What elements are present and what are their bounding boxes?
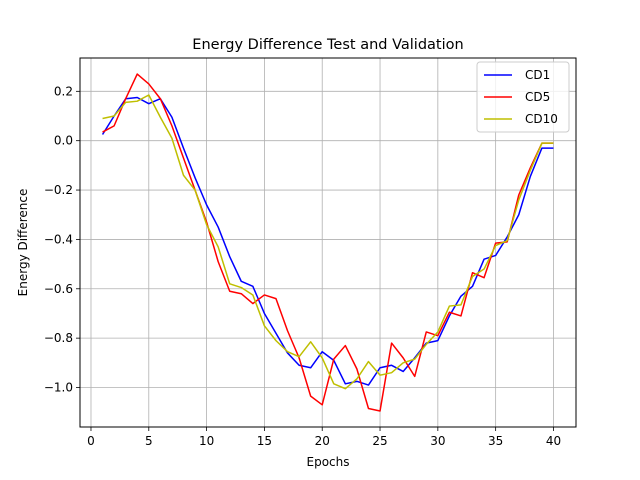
y-axis-title: Energy Difference (16, 189, 30, 297)
x-tick-label: 20 (315, 434, 330, 448)
axis-ticks: 0 5 10 15 20 25 30 35 40 −1.0 −0.8 −0.6 −0.4 −0.2 0.0 0… (44, 84, 561, 448)
x-tick-label: 0 (87, 434, 95, 448)
y-tick-label: −1.0 (44, 381, 73, 395)
legend-label: CD5 (525, 90, 550, 104)
y-tick-label: −0.2 (44, 183, 73, 197)
legend-label: CD10 (525, 112, 558, 126)
x-tick-label: 10 (199, 434, 214, 448)
y-tick-label: −0.8 (44, 331, 73, 345)
series-line-cd5 (102, 73, 554, 412)
series-line-cd10 (102, 94, 554, 390)
x-axis-title: Epochs (307, 455, 350, 469)
x-tick-label: 15 (257, 434, 272, 448)
y-tick-label: 0.2 (54, 84, 73, 98)
y-tick-label: 0.0 (54, 134, 73, 148)
y-tick-label: −0.4 (44, 232, 73, 246)
series-group (101, 73, 554, 412)
x-tick-label: 25 (372, 434, 387, 448)
x-tick-label: 40 (546, 434, 561, 448)
x-tick-label: 30 (430, 434, 445, 448)
chart-title: Energy Difference Test and Validation (192, 37, 463, 53)
plot-frame (79, 57, 577, 428)
legend: CD1 CD5 CD10 (476, 61, 570, 133)
legend-box (476, 61, 570, 133)
legend-label: CD1 (525, 68, 550, 82)
x-tick-label: 35 (488, 434, 503, 448)
y-tick-label: −0.6 (44, 282, 73, 296)
x-tick-label: 5 (145, 434, 153, 448)
